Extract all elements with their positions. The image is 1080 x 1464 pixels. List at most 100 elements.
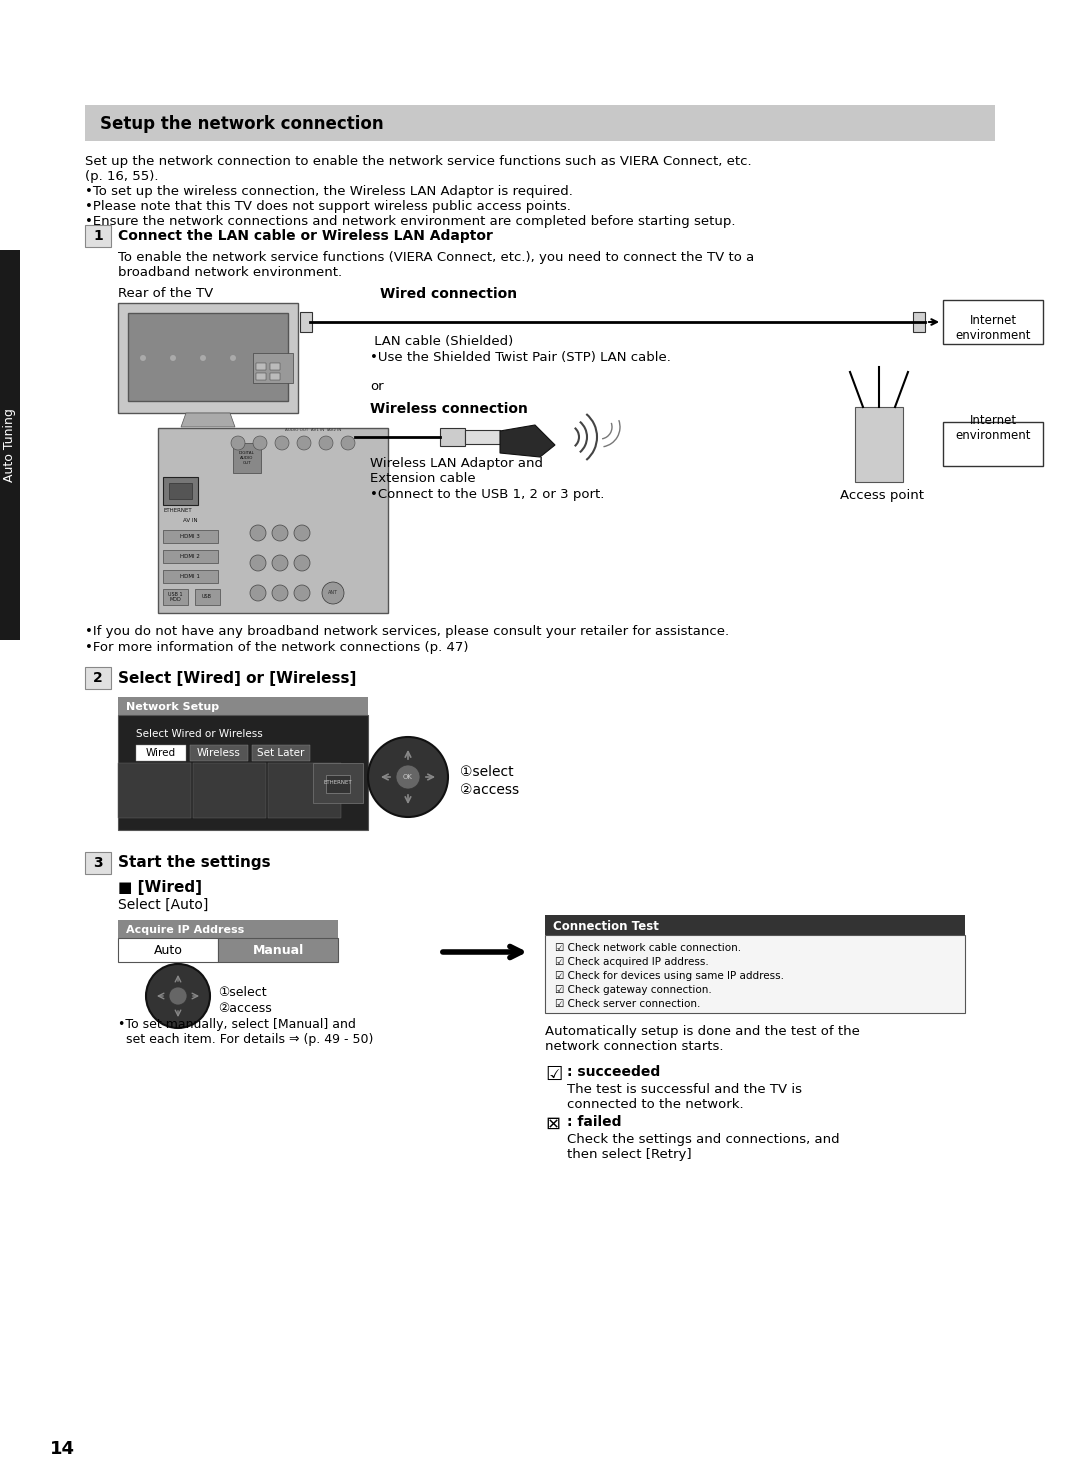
FancyBboxPatch shape: [163, 530, 218, 543]
FancyBboxPatch shape: [913, 312, 924, 332]
Circle shape: [140, 354, 146, 362]
FancyBboxPatch shape: [158, 427, 388, 613]
Text: The test is successful and the TV is
connected to the network.: The test is successful and the TV is con…: [567, 1083, 802, 1111]
Text: ☑ Check acquired IP address.: ☑ Check acquired IP address.: [555, 957, 708, 968]
Circle shape: [249, 555, 266, 571]
Text: Start the settings: Start the settings: [118, 855, 271, 871]
FancyBboxPatch shape: [233, 444, 261, 473]
FancyBboxPatch shape: [195, 589, 220, 605]
Text: ☑ Check for devices using same IP address.: ☑ Check for devices using same IP addres…: [555, 971, 784, 981]
Circle shape: [294, 555, 310, 571]
FancyBboxPatch shape: [118, 697, 368, 714]
Text: : succeeded: : succeeded: [567, 1064, 660, 1079]
Text: Auto Tuning: Auto Tuning: [3, 408, 16, 482]
Text: •If you do not have any broadband network services, please consult your retailer: •If you do not have any broadband networ…: [85, 625, 729, 638]
Text: Select [Auto]: Select [Auto]: [118, 897, 208, 912]
Text: Wireless connection: Wireless connection: [370, 403, 528, 416]
Text: Rear of the TV: Rear of the TV: [118, 287, 213, 300]
Text: Set up the network connection to enable the network service functions such as VI: Set up the network connection to enable …: [85, 155, 752, 168]
Text: Select [Wired] or [Wireless]: Select [Wired] or [Wireless]: [118, 671, 356, 685]
Text: USB 1
MOD: USB 1 MOD: [167, 591, 183, 602]
FancyBboxPatch shape: [943, 422, 1043, 466]
Text: Setup the network connection: Setup the network connection: [100, 116, 383, 133]
Text: AUDIO OUT  AV1 IN  IAV2 IN: AUDIO OUT AV1 IN IAV2 IN: [285, 427, 341, 432]
FancyBboxPatch shape: [545, 915, 966, 935]
Polygon shape: [500, 425, 555, 457]
FancyBboxPatch shape: [943, 300, 1043, 344]
Circle shape: [168, 987, 187, 1004]
Text: Extension cable: Extension cable: [370, 471, 475, 485]
Circle shape: [231, 436, 245, 449]
FancyBboxPatch shape: [85, 852, 111, 874]
FancyBboxPatch shape: [118, 714, 368, 830]
Text: 2: 2: [93, 671, 103, 685]
Circle shape: [272, 526, 288, 542]
Text: ②access: ②access: [460, 783, 519, 796]
Polygon shape: [181, 413, 235, 427]
Text: ANT: ANT: [328, 590, 338, 596]
Circle shape: [249, 526, 266, 542]
Text: Wired: Wired: [146, 748, 176, 758]
Text: Check the settings and connections, and
then select [Retry]: Check the settings and connections, and …: [567, 1133, 839, 1161]
FancyBboxPatch shape: [300, 312, 312, 332]
Text: ■ [Wired]: ■ [Wired]: [118, 880, 202, 895]
FancyBboxPatch shape: [136, 745, 186, 761]
FancyBboxPatch shape: [256, 373, 266, 381]
Text: LAN cable (Shielded): LAN cable (Shielded): [370, 335, 513, 348]
FancyBboxPatch shape: [440, 427, 465, 447]
Text: Wireless LAN Adaptor and: Wireless LAN Adaptor and: [370, 457, 543, 470]
Text: ☑: ☑: [545, 1064, 563, 1083]
FancyBboxPatch shape: [118, 938, 218, 962]
FancyBboxPatch shape: [163, 569, 218, 583]
FancyBboxPatch shape: [168, 483, 192, 499]
FancyBboxPatch shape: [0, 250, 21, 640]
Text: ☑ Check network cable connection.: ☑ Check network cable connection.: [555, 943, 741, 953]
Circle shape: [146, 963, 210, 1028]
Circle shape: [249, 586, 266, 602]
Text: Wireless: Wireless: [197, 748, 241, 758]
FancyBboxPatch shape: [855, 407, 903, 482]
Text: •Connect to the USB 1, 2 or 3 port.: •Connect to the USB 1, 2 or 3 port.: [370, 488, 605, 501]
Text: Connection Test: Connection Test: [553, 919, 659, 933]
Text: •To set manually, select [Manual] and
  set each item. For details ⇒ (p. 49 - 50: •To set manually, select [Manual] and se…: [118, 1017, 374, 1045]
FancyBboxPatch shape: [118, 763, 191, 818]
Circle shape: [368, 736, 448, 817]
Text: •For more information of the network connections (p. 47): •For more information of the network con…: [85, 641, 469, 654]
Circle shape: [294, 526, 310, 542]
Text: Select Wired or Wireless: Select Wired or Wireless: [136, 729, 262, 739]
Circle shape: [272, 586, 288, 602]
Text: To enable the network service functions (VIERA Connect, etc.), you need to conne: To enable the network service functions …: [118, 250, 754, 280]
Circle shape: [396, 766, 420, 789]
Text: Access point: Access point: [840, 489, 924, 502]
Text: Set Later: Set Later: [257, 748, 305, 758]
FancyBboxPatch shape: [118, 919, 338, 938]
FancyBboxPatch shape: [270, 373, 280, 381]
Text: ①select: ①select: [218, 985, 267, 998]
FancyBboxPatch shape: [270, 363, 280, 370]
Text: Acquire IP Address: Acquire IP Address: [126, 925, 244, 935]
Text: ①select: ①select: [460, 766, 514, 779]
Text: Automatically setup is done and the test of the
network connection starts.: Automatically setup is done and the test…: [545, 1025, 860, 1053]
Text: ☑ Check gateway connection.: ☑ Check gateway connection.: [555, 985, 712, 996]
Circle shape: [272, 555, 288, 571]
Circle shape: [322, 583, 345, 605]
Text: Manual: Manual: [253, 943, 303, 956]
Text: •Please note that this TV does not support wireless public access points.: •Please note that this TV does not suppo…: [85, 201, 571, 212]
FancyBboxPatch shape: [218, 938, 338, 962]
Circle shape: [297, 436, 311, 449]
Text: Auto: Auto: [153, 943, 183, 956]
FancyBboxPatch shape: [85, 105, 995, 141]
FancyBboxPatch shape: [190, 745, 248, 761]
Text: •To set up the wireless connection, the Wireless LAN Adaptor is required.: •To set up the wireless connection, the …: [85, 184, 572, 198]
FancyBboxPatch shape: [163, 550, 218, 564]
Text: 14: 14: [50, 1441, 75, 1458]
FancyBboxPatch shape: [313, 763, 363, 802]
Text: AV IN: AV IN: [183, 518, 198, 524]
FancyBboxPatch shape: [253, 353, 293, 384]
Text: ETHERNET: ETHERNET: [164, 508, 192, 512]
Text: DIGITAL
AUDIO
OUT: DIGITAL AUDIO OUT: [239, 451, 255, 464]
Text: Network Setup: Network Setup: [126, 703, 219, 712]
FancyBboxPatch shape: [129, 313, 288, 401]
FancyBboxPatch shape: [326, 774, 350, 793]
Circle shape: [170, 354, 176, 362]
